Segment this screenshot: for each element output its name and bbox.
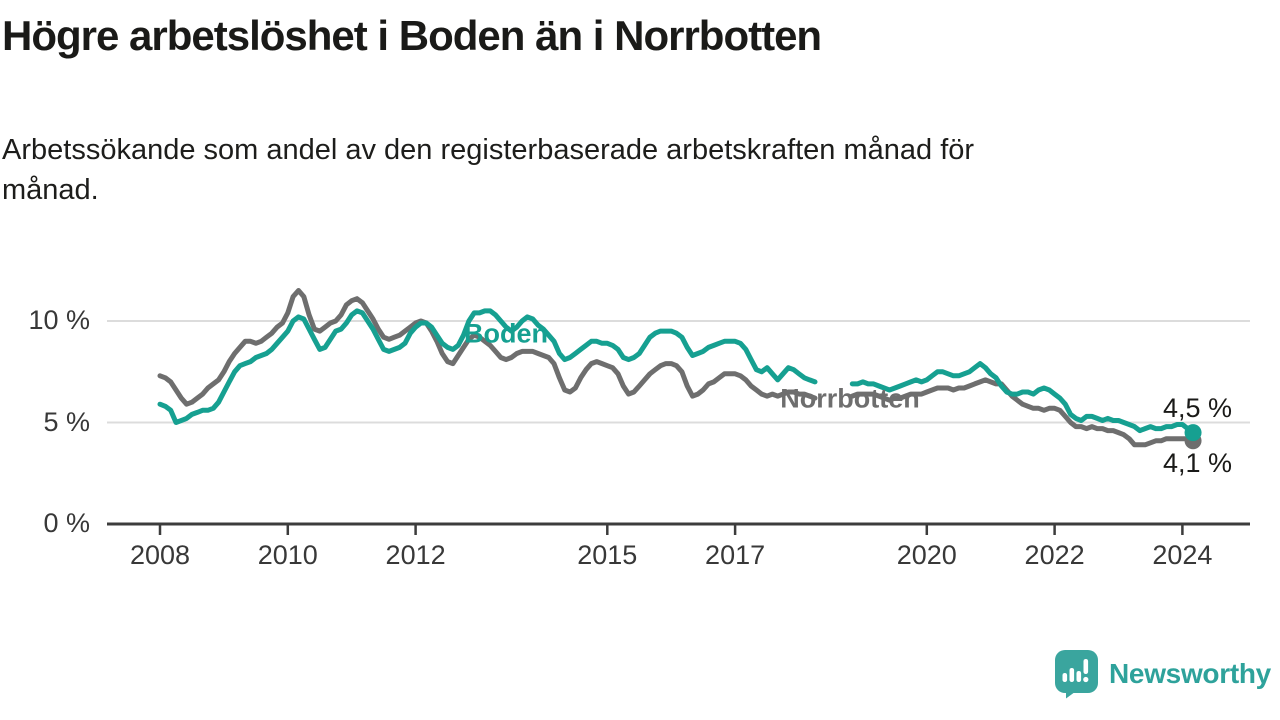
series-line-boden — [157, 308, 1196, 436]
x-tick-label: 2022 — [1024, 540, 1085, 570]
x-tick-label: 2010 — [257, 540, 318, 570]
newsworthy-logo-icon — [1055, 650, 1098, 699]
series-label-norrbotten: Norrbotten — [780, 383, 920, 414]
end-value-label-norrbotten: 4,1 % — [1163, 447, 1233, 478]
y-tick-label: 10 % — [28, 305, 90, 335]
y-tick-label: 5 % — [43, 406, 90, 437]
series-line-norrbotten — [157, 288, 1196, 448]
page-title: Högre arbetslöshet i Boden än i Norrbott… — [2, 12, 822, 59]
x-tick-label: 2024 — [1152, 540, 1213, 570]
x-tick-label: 2017 — [705, 540, 766, 570]
newsworthy-logo-text: Newsworthy — [1109, 658, 1271, 689]
series-label-boden: Boden — [464, 318, 548, 349]
x-tick-label: 2015 — [577, 540, 638, 570]
x-tick-label: 2020 — [896, 540, 957, 570]
x-tick-label: 2012 — [385, 540, 446, 570]
y-tick-label: 0 % — [43, 508, 90, 538]
x-tick-label: 2008 — [129, 540, 191, 570]
subtitle-line-2: månad. — [2, 174, 99, 206]
end-dot-boden — [1184, 424, 1202, 442]
subtitle-line-1: Arbetssökande som andel av den registerb… — [2, 134, 975, 166]
newsworthy-logo: Newsworthy — [1054, 649, 1271, 699]
end-value-label-boden: 4,5 % — [1163, 392, 1233, 423]
